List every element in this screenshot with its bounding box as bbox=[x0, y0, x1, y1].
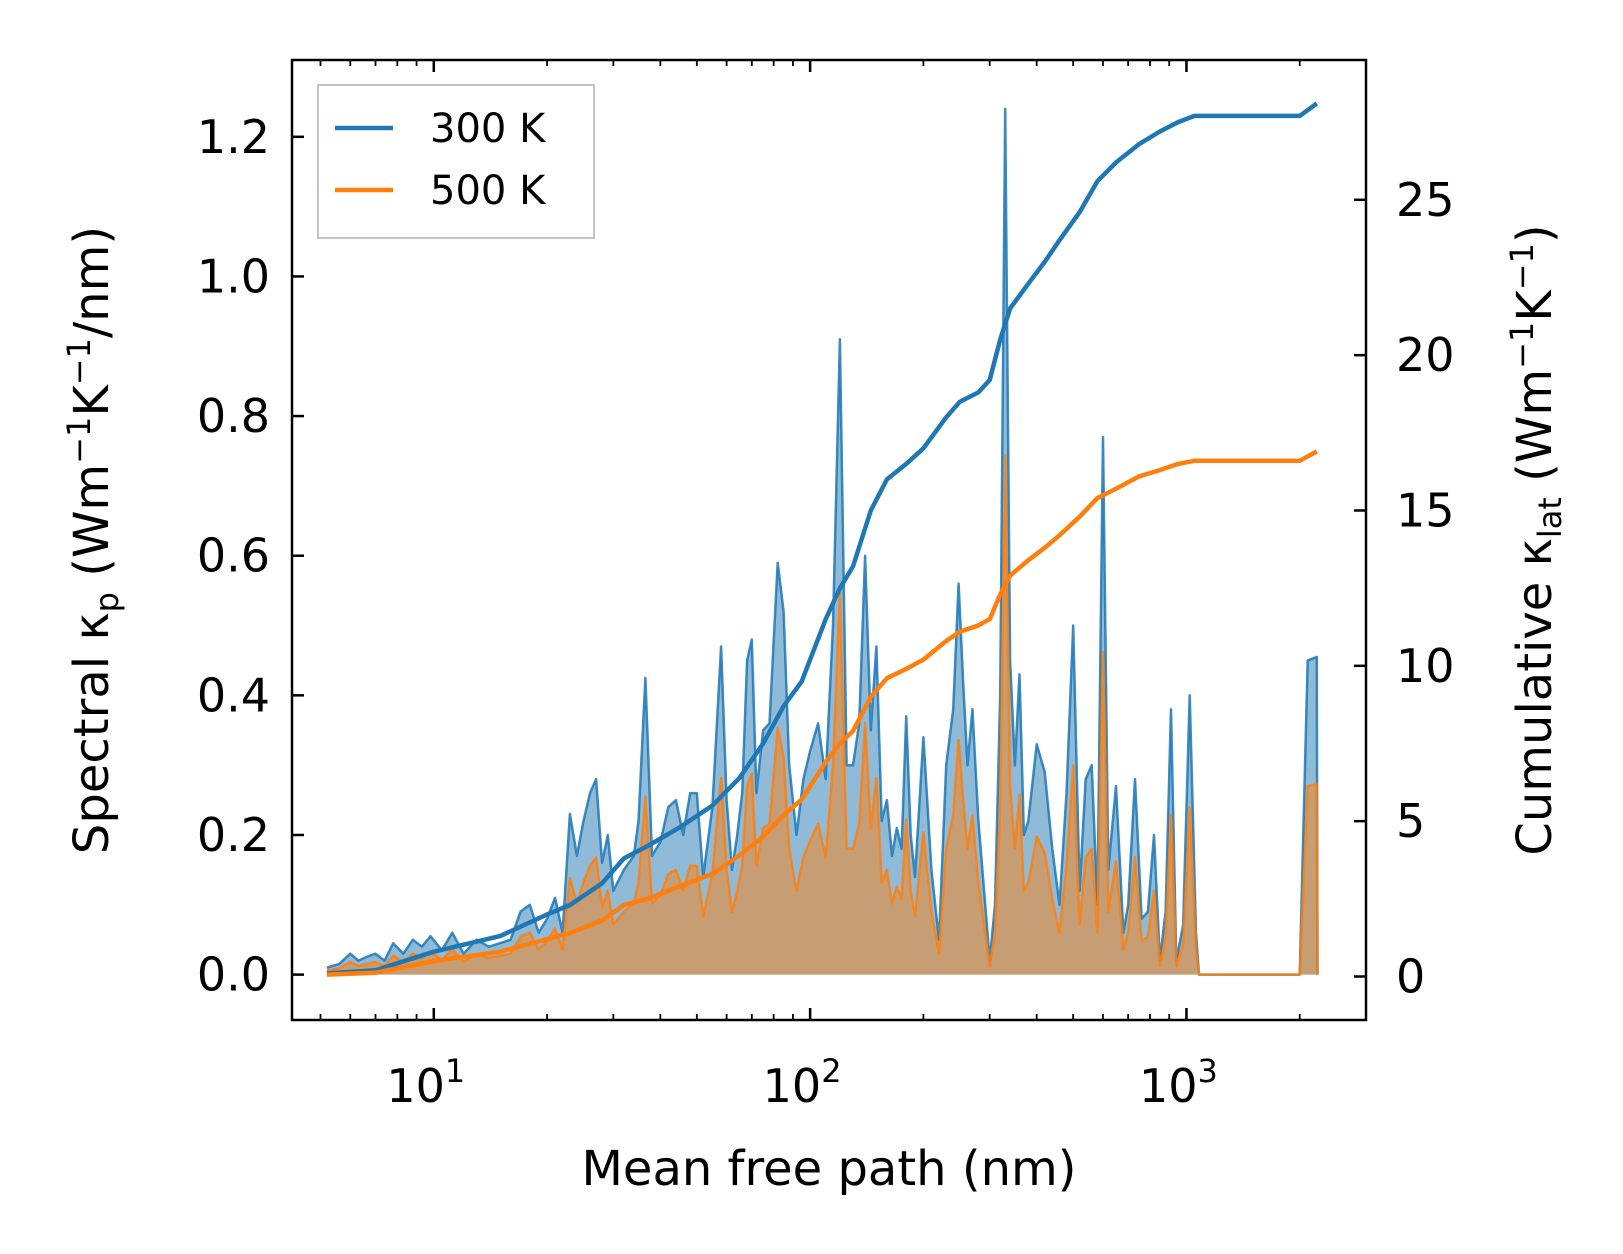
cumulative-line-group bbox=[326, 101, 1319, 977]
right-y-tick-label: 10 bbox=[1396, 639, 1455, 693]
right-y-tick-label: 25 bbox=[1396, 173, 1455, 227]
left-y-axis-ticks: 0.0 0.2 0.4 0.6 0.8 1.0 1.2 bbox=[197, 110, 304, 1002]
left-y-tick-label: 1.0 bbox=[197, 249, 270, 303]
right-y-axis-label: Cumulative κlat (Wm−1K−1) bbox=[1503, 224, 1569, 855]
x-tick-label: 102 bbox=[763, 1052, 842, 1113]
left-y-tick-label: 0.8 bbox=[197, 389, 270, 443]
legend-label-300K: 300 K bbox=[430, 106, 547, 152]
cumulative-line-500K bbox=[326, 449, 1318, 977]
left-y-tick-label: 0.4 bbox=[197, 668, 270, 722]
left-y-tick-label: 0.6 bbox=[197, 529, 270, 583]
left-y-tick-label: 0.0 bbox=[197, 948, 270, 1002]
right-y-tick-label: 5 bbox=[1396, 794, 1425, 848]
x-tick-label: 101 bbox=[386, 1052, 465, 1113]
spectral-area-500K bbox=[326, 455, 1318, 975]
spectral-fill-group bbox=[326, 108, 1318, 975]
left-y-axis-label: Spectral κp (Wm−1K−1/nm) bbox=[60, 226, 126, 854]
right-y-tick-label: 0 bbox=[1396, 950, 1425, 1004]
left-y-tick-label: 0.2 bbox=[197, 808, 270, 862]
spectral-area-300K bbox=[326, 108, 1318, 975]
x-axis-ticks: 101 102 103 bbox=[319, 60, 1367, 1113]
plot-frame bbox=[290, 58, 1368, 1022]
right-y-tick-label: 15 bbox=[1396, 483, 1455, 537]
left-y-tick-label: 1.2 bbox=[197, 110, 270, 164]
legend-box bbox=[317, 84, 595, 239]
right-y-axis-ticks: 0 5 10 15 20 25 bbox=[1354, 173, 1455, 1004]
spectral-line-300K bbox=[326, 107, 1319, 976]
x-tick-label: 103 bbox=[1139, 1052, 1218, 1113]
right-y-tick-label: 20 bbox=[1396, 328, 1455, 382]
cumulative-line-300K bbox=[326, 101, 1319, 976]
legend-label-500K: 500 K bbox=[430, 168, 547, 214]
x-axis-label: Mean free path (nm) bbox=[582, 1141, 1077, 1197]
legend: 300 K 500 K bbox=[317, 84, 595, 239]
